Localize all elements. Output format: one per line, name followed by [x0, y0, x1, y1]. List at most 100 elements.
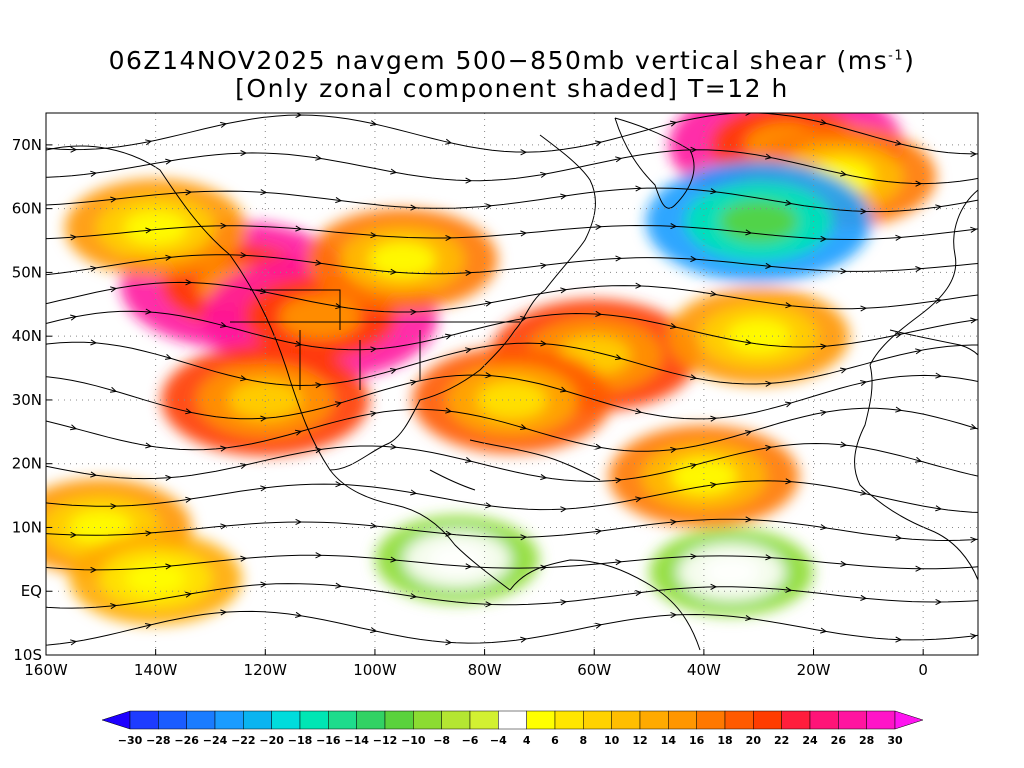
flow-arrowhead — [520, 149, 528, 156]
flow-arrowhead — [785, 199, 793, 206]
flow-arrowhead — [745, 614, 753, 621]
colorbar-label: −30 — [118, 734, 143, 747]
flow-arrowhead — [520, 636, 528, 643]
streamline — [46, 187, 978, 213]
colorbar-swatch — [781, 710, 811, 730]
flow-arrowhead — [595, 528, 603, 535]
flow-arrowhead — [595, 223, 603, 231]
flow-arrowhead — [915, 180, 923, 187]
flow-arrowhead — [895, 406, 903, 413]
flow-arrowhead — [894, 139, 903, 146]
streamline — [46, 149, 978, 185]
flow-arrowhead — [560, 287, 568, 294]
colorbar-label: 14 — [661, 734, 677, 747]
colorbar-label: −28 — [146, 734, 171, 747]
lat-label: 50N — [12, 263, 42, 281]
colorbar-label: −14 — [344, 734, 369, 747]
flow-arrowhead — [220, 322, 228, 328]
colorbar-label: −10 — [401, 734, 426, 747]
colorbar-swatch — [441, 710, 471, 730]
flow-arrowhead — [220, 609, 228, 616]
latitude-labels: 70N 60N 50N 40N 30N 20N 10N EQ 10S — [12, 136, 52, 664]
coastlines — [46, 117, 978, 651]
flow-arrowhead — [240, 463, 248, 469]
flow-arrowhead — [240, 150, 248, 157]
flow-arrowhead — [710, 290, 718, 297]
flow-arrowhead — [110, 386, 118, 393]
colorbar-swatch — [498, 710, 527, 730]
flow-arrowhead — [710, 415, 718, 422]
flow-arrowhead — [295, 429, 303, 436]
flow-arrowhead — [70, 639, 78, 646]
colorbar-label: −12 — [373, 734, 398, 747]
flow-arrowhead — [335, 582, 343, 589]
flow-arrowhead — [90, 471, 98, 478]
chart-subtitle: [Only zonal component shaded] T=12 h — [235, 74, 789, 103]
flow-arrowhead — [970, 226, 978, 233]
flow-arrowhead — [185, 408, 193, 415]
flow-arrowhead — [315, 447, 323, 454]
flow-arrowhead — [70, 234, 78, 241]
colorbar-label: −24 — [203, 734, 228, 747]
flow-arrowhead — [144, 623, 153, 629]
flow-arrowhead — [185, 496, 193, 503]
flow-arrowhead — [165, 158, 173, 165]
flow-arrowhead — [260, 189, 268, 196]
colorbar-label: 16 — [689, 734, 705, 747]
flow-arrowhead — [595, 140, 603, 147]
flow-arrowhead — [785, 478, 793, 485]
flow-arrowhead — [970, 317, 978, 324]
lat-label: 70N — [12, 136, 42, 154]
flow-arrowhead — [745, 430, 753, 436]
flow-arrowhead — [860, 489, 868, 496]
flow-arrowhead — [390, 368, 398, 374]
flow-arrowhead — [895, 534, 903, 541]
flow-arrowhead — [970, 633, 978, 640]
flow-arrowhead — [485, 203, 493, 210]
flow-arrowhead — [895, 636, 903, 643]
colorbar-label: −4 — [490, 734, 507, 747]
flow-arrowhead — [145, 139, 153, 146]
colorbar-label: −8 — [433, 734, 450, 747]
flow-arrowhead — [785, 586, 793, 593]
colorbar-swatch — [271, 710, 301, 730]
flow-arrowhead — [560, 506, 568, 513]
colorbar: −30 −28 −26 −24 −22 −20 −18 −16 −14 −12 −10 −8 −6 −4 4… — [101, 710, 924, 747]
flow-arrowhead — [410, 309, 418, 316]
streamline — [46, 442, 978, 482]
flow-arrowhead — [820, 627, 828, 634]
flow-arrowhead — [690, 255, 698, 263]
flow-arrowhead — [540, 171, 548, 178]
flow-arrowhead — [110, 286, 118, 293]
flow-arrowhead — [935, 598, 943, 606]
shear-blob — [670, 458, 738, 495]
flow-arrowhead — [465, 269, 473, 277]
lat-lon-grid — [46, 113, 978, 655]
colorbar-label: 8 — [580, 734, 588, 747]
flow-arrowhead — [745, 229, 753, 236]
flow-arrowhead — [860, 305, 868, 312]
colorbar-swatch — [866, 710, 896, 730]
flow-arrowhead — [670, 446, 678, 454]
colorbar-label: 26 — [831, 734, 847, 747]
flow-arrowhead — [485, 601, 493, 608]
flow-arrowhead — [240, 555, 248, 562]
flow-arrowhead — [670, 519, 678, 526]
flow-arrowhead — [915, 456, 923, 463]
flow-arrowhead — [70, 531, 78, 538]
colorbar-label: 18 — [717, 734, 732, 747]
streamlines — [46, 113, 978, 646]
lat-label: 60N — [12, 200, 42, 218]
shear-blob — [477, 381, 547, 419]
flow-arrowhead — [615, 477, 623, 484]
flow-arrowhead — [560, 599, 568, 606]
flow-arrowhead — [335, 401, 343, 408]
colorbar-swatch — [129, 710, 159, 730]
colorbar-swatch — [413, 710, 442, 730]
flow-arrowhead — [615, 255, 623, 262]
flow-arrowhead — [820, 343, 828, 350]
lon-label: 120W — [244, 661, 288, 679]
lat-label: 30N — [12, 391, 42, 409]
colorbar-swatch — [668, 710, 697, 730]
